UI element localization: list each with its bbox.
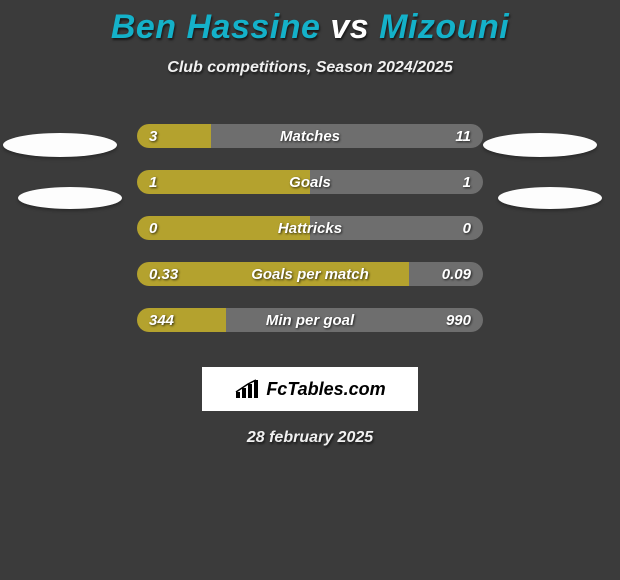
bars-icon — [234, 378, 260, 400]
logo-box: FcTables.com — [202, 367, 418, 411]
comparison-card: Ben Hassine vs Mizouni Club competitions… — [0, 8, 620, 580]
player-ellipse — [3, 133, 117, 157]
bar-left-segment — [137, 262, 409, 286]
bar-left-segment — [137, 308, 226, 332]
bar-left-segment — [137, 216, 310, 240]
bar-right-segment — [310, 216, 483, 240]
bar-right-segment — [211, 124, 483, 148]
stat-row: Min per goal344990 — [0, 297, 620, 343]
bar-right-segment — [409, 262, 483, 286]
stat-bar: Goals per match0.330.09 — [137, 262, 483, 286]
logo-text: FcTables.com — [266, 379, 385, 400]
title-player-left: Ben Hassine — [111, 8, 321, 46]
title-player-right: Mizouni — [379, 8, 509, 46]
player-ellipse — [498, 187, 602, 209]
stat-bar: Hattricks00 — [137, 216, 483, 240]
stat-row: Hattricks00 — [0, 205, 620, 251]
player-ellipse — [18, 187, 122, 209]
date-text: 28 february 2025 — [0, 429, 620, 447]
player-ellipse — [483, 133, 597, 157]
bar-right-segment — [310, 170, 483, 194]
bar-left-segment — [137, 170, 310, 194]
page-title: Ben Hassine vs Mizouni — [0, 8, 620, 47]
title-vs: vs — [330, 8, 369, 46]
stat-bar: Matches311 — [137, 124, 483, 148]
bar-right-segment — [226, 308, 483, 332]
bar-left-segment — [137, 124, 211, 148]
stat-bar: Min per goal344990 — [137, 308, 483, 332]
subtitle: Club competitions, Season 2024/2025 — [0, 59, 620, 77]
stat-row: Goals per match0.330.09 — [0, 251, 620, 297]
stat-bar: Goals11 — [137, 170, 483, 194]
